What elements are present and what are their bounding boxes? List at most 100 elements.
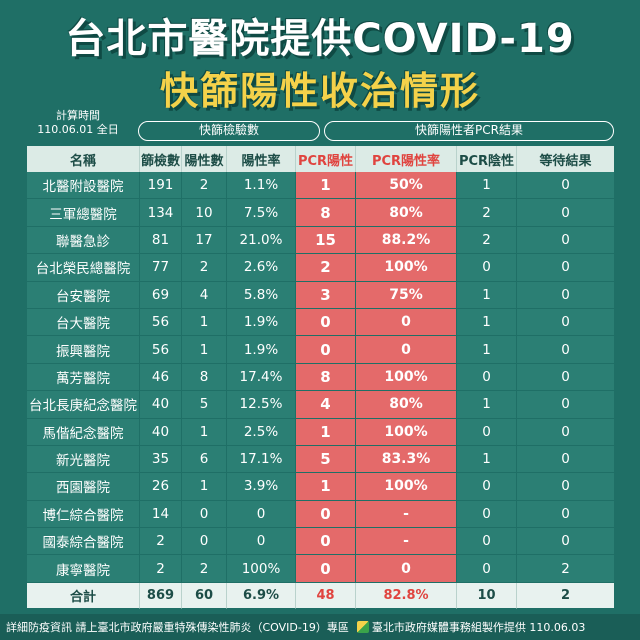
cell-name: 台北榮民總醫院 [27, 254, 140, 282]
cell-pcr-negative: 1 [457, 308, 517, 337]
cell-positive-rate: 5.8% [227, 281, 296, 309]
cell-name: 台大醫院 [27, 308, 140, 337]
cell-name: 馬偕紀念醫院 [27, 418, 140, 446]
cell-positive-rate: 1.9% [227, 336, 296, 364]
cell-screened: 14 [140, 500, 182, 529]
cell-pending: 0 [517, 226, 614, 255]
cell-positive-rate: 0 [227, 528, 296, 556]
table-row: 聯醫急診 81 17 21.0% 15 88.2% 2 0 [27, 226, 614, 255]
cell-screened: 40 [140, 391, 182, 419]
total-pcr-rate: 82.8% [356, 582, 457, 609]
cell-screened: 81 [140, 226, 182, 255]
calc-time-value: 110.06.01 全日 [37, 123, 119, 136]
header-pcr-positive-rate: PCR陽性率 [356, 146, 457, 172]
cell-pending: 0 [517, 281, 614, 309]
table-row: 台北長庚紀念醫院 40 5 12.5% 4 80% 1 0 [27, 391, 614, 419]
cell-name: 北醫附設醫院 [27, 172, 140, 200]
group-rapid-label: 快篩檢驗數 [138, 121, 320, 141]
header-pending: 等待結果 [539, 153, 592, 169]
total-pending: 2 [517, 583, 614, 609]
footer-info-text: 詳細防疫資訊 請上臺北市政府嚴重特殊傳染性肺炎（COVID-19）專區 [6, 621, 349, 634]
cell-pcr-negative: 2 [457, 226, 517, 255]
total-pcr-negative: 10 [457, 582, 517, 609]
cell-pcr-negative: 0 [457, 254, 517, 282]
cell-pcr-positive: 4 [296, 391, 356, 419]
cell-pcr-negative: 1 [457, 281, 517, 309]
footer-credit: 臺北市政府媒體事務組製作提供 110.06.03 [356, 619, 586, 635]
cell-positive-rate: 100% [227, 555, 296, 583]
table-row: 台北榮民總醫院 77 2 2.6% 2 100% 0 0 [27, 254, 614, 282]
cell-positive: 1 [182, 418, 227, 446]
table-row: 北醫附設醫院 191 2 1.1% 1 50% 1 0 [27, 172, 614, 200]
cell-pcr-positive: 1 [296, 172, 356, 200]
cell-screened: 134 [140, 199, 182, 227]
cell-screened: 56 [140, 336, 182, 364]
cell-pending: 0 [517, 308, 614, 337]
cell-pending: 0 [517, 528, 614, 556]
header-name: 名稱 [27, 146, 140, 172]
cell-positive: 6 [182, 445, 227, 474]
cell-name: 三軍總醫院 [27, 199, 140, 227]
cell-name: 台安醫院 [27, 281, 140, 309]
cell-pcr-rate: 100% [356, 473, 457, 501]
cell-pcr-negative: 1 [457, 172, 517, 200]
cell-pcr-positive: 8 [296, 363, 356, 392]
header-screened: 篩檢數 [140, 146, 182, 172]
cell-positive-rate: 2.5% [227, 418, 296, 446]
cell-screened: 77 [140, 254, 182, 282]
cell-positive: 8 [182, 363, 227, 392]
cell-positive: 2 [182, 172, 227, 200]
cell-pcr-rate: - [356, 528, 457, 556]
page-title: 台北市醫院提供COVID-19 [65, 16, 575, 62]
table-row: 台大醫院 56 1 1.9% 0 0 1 0 [27, 308, 614, 337]
group-pcr-label: 快篩陽性者PCR結果 [324, 121, 614, 141]
cell-pcr-rate: 83.3% [356, 445, 457, 474]
cell-pcr-rate: 80% [356, 199, 457, 227]
cell-pcr-rate: 100% [356, 418, 457, 446]
cell-pcr-negative: 0 [457, 500, 517, 529]
cell-pcr-positive: 0 [296, 500, 356, 529]
table-row: 三軍總醫院 134 10 7.5% 8 80% 2 0 [27, 199, 614, 227]
cell-positive-rate: 3.9% [227, 473, 296, 501]
cell-pcr-negative: 1 [457, 336, 517, 364]
total-positive: 60 [182, 582, 227, 609]
cell-pending: 0 [517, 473, 614, 501]
cell-pending: 0 [517, 391, 614, 419]
cell-pcr-rate: 0 [356, 555, 457, 583]
cell-positive-rate: 12.5% [227, 391, 296, 419]
cell-pending: 0 [517, 500, 614, 529]
header-pcr-positive: PCR陽性 [296, 146, 356, 172]
cell-pcr-positive: 5 [296, 445, 356, 474]
cell-pcr-positive: 0 [296, 528, 356, 556]
cell-pcr-negative: 1 [457, 445, 517, 474]
cell-name: 西園醫院 [27, 473, 140, 501]
cell-positive: 5 [182, 391, 227, 419]
cell-positive-rate: 1.9% [227, 308, 296, 337]
cell-name: 萬芳醫院 [27, 363, 140, 392]
cell-pcr-negative: 0 [457, 555, 517, 583]
footer-credit-text: 臺北市政府媒體事務組製作提供 110.06.03 [371, 621, 586, 634]
table-row: 博仁綜合醫院 14 0 0 0-0 0 [27, 500, 614, 529]
cell-pcr-rate: 100% [356, 254, 457, 282]
cell-positive: 1 [182, 336, 227, 364]
total-pcr-positive: 48 [296, 582, 356, 609]
calc-time-label: 計算時間 [56, 109, 100, 122]
cell-positive-rate: 1.1% [227, 172, 296, 200]
cell-screened: 56 [140, 308, 182, 337]
cell-pcr-negative: 0 [457, 473, 517, 501]
total-name: 合計 [27, 582, 140, 609]
cell-positive-rate: 2.6% [227, 254, 296, 282]
page-subtitle: 快篩陽性收治情形 [159, 69, 480, 113]
cell-pending: 2 [517, 555, 614, 583]
cell-pcr-rate: 80% [356, 391, 457, 419]
cell-pcr-rate: 88.2% [356, 226, 457, 255]
cell-positive: 2 [182, 254, 227, 282]
cell-pcr-positive: 0 [296, 308, 356, 337]
total-screened: 869 [140, 582, 182, 609]
cell-positive-rate: 7.5% [227, 199, 296, 227]
cell-pcr-rate: 0 [356, 336, 457, 364]
table-total-row: 合計 869 60 6.9% 48 82.8% 10 2 [27, 582, 614, 609]
cell-name: 博仁綜合醫院 [27, 500, 140, 529]
cell-pcr-rate: 100% [356, 363, 457, 392]
cell-name: 康寧醫院 [27, 555, 140, 583]
